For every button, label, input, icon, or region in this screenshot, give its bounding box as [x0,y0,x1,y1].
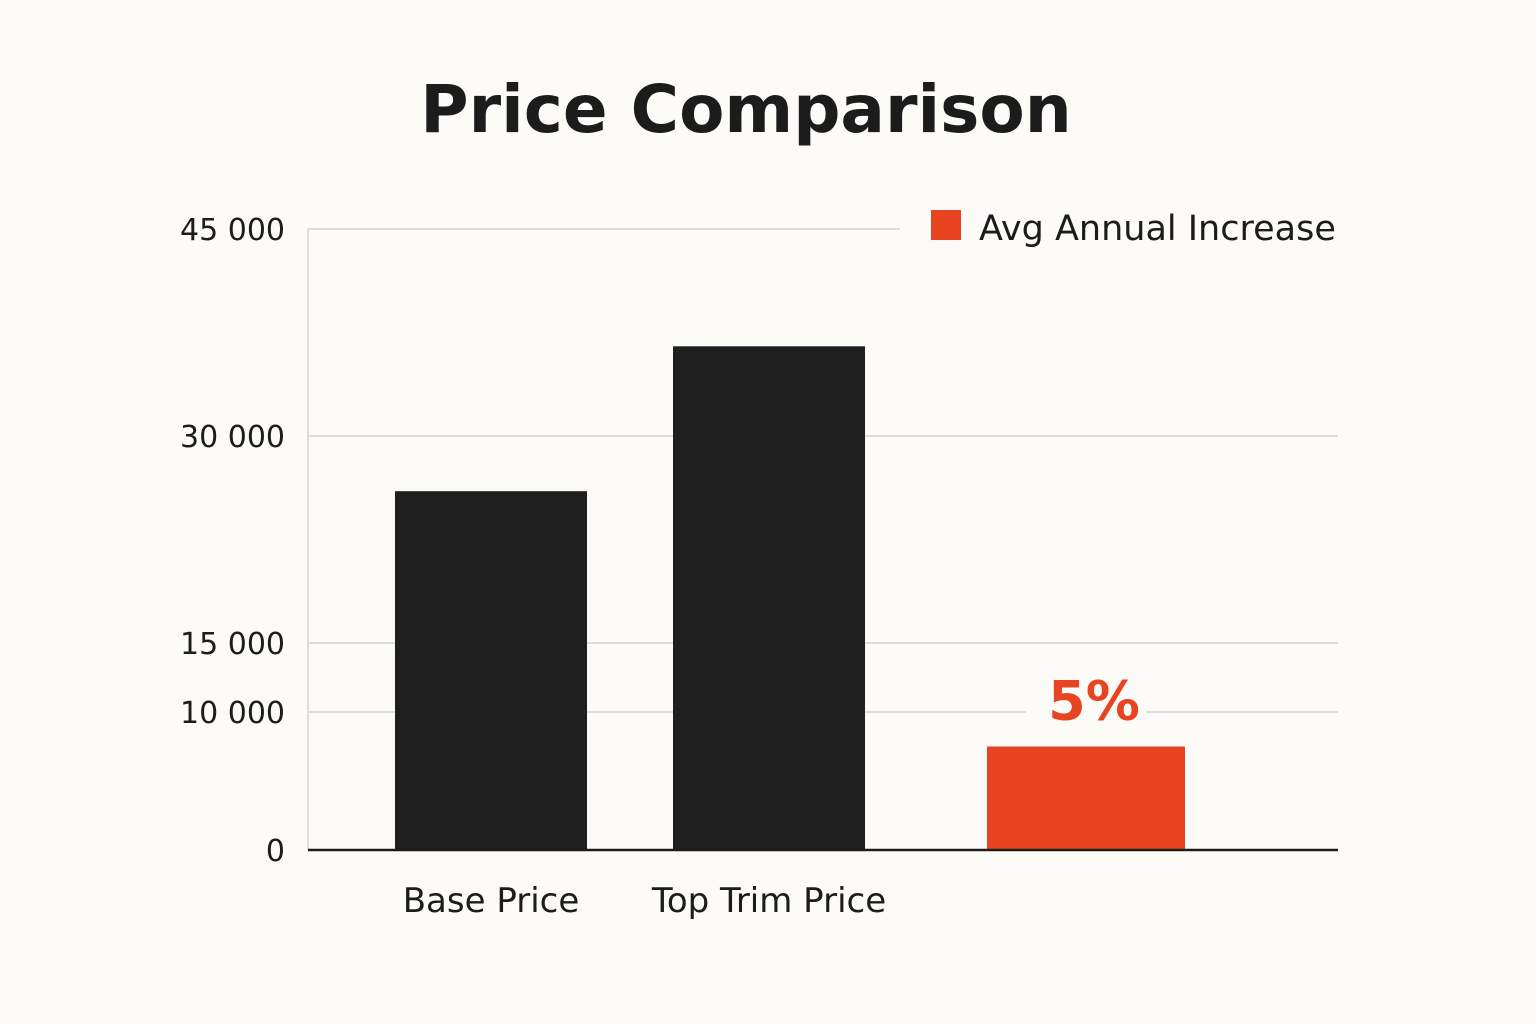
data-label-2: 5% [1048,670,1140,733]
chart-title: Price Comparison [420,71,1072,148]
bars [395,346,1185,850]
legend-swatch-avg-annual-increase [931,210,961,240]
labels: 0 10 000 15 000 30 000 45 000 Base Price Top T… [180,213,1146,921]
bar-2 [987,746,1185,850]
data-label-backdrop-2 [1026,671,1146,728]
axes [307,229,1338,852]
x-category-label-1: Top Trim Price [651,881,886,921]
legend: Avg Annual Increase [931,209,1336,249]
y-tick-label-3: 30 000 [180,420,285,455]
y-tick-label-2: 15 000 [180,627,285,662]
bar-1 [673,346,865,850]
y-tick-label-1: 10 000 [180,696,285,731]
x-category-label-0: Base Price [403,881,580,921]
y-tick-label-0: 0 [266,834,285,869]
bar-0 [395,491,587,850]
legend-label-avg-annual-increase: Avg Annual Increase [979,209,1336,249]
y-tick-label-4: 45 000 [180,213,285,248]
